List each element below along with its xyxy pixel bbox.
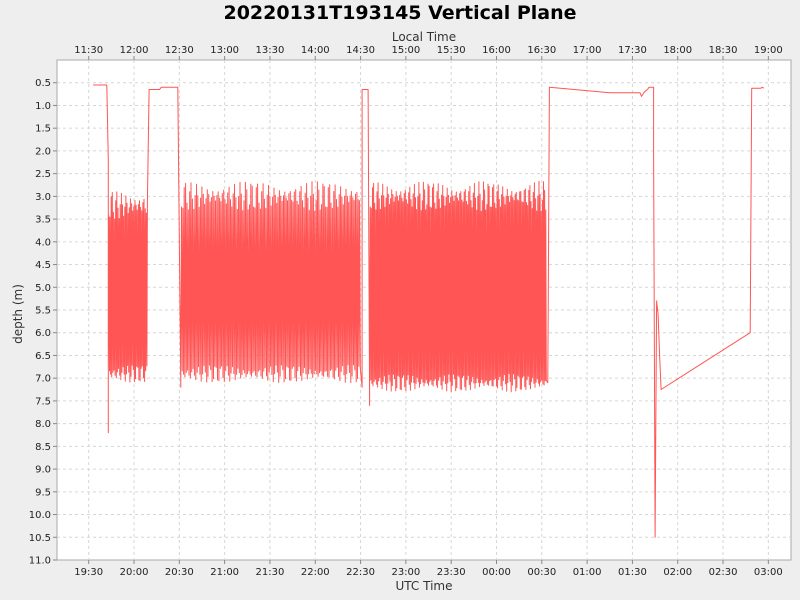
x-tick-label-utc: 22:00 (301, 567, 330, 578)
y-tick-label: 2.5 (35, 169, 51, 180)
x-tick-label-utc: 20:00 (120, 567, 149, 578)
x-tick-label-local: 16:00 (482, 45, 511, 56)
y-tick-label: 8.5 (35, 442, 51, 453)
y-tick-label: 9.0 (35, 465, 51, 476)
x-tick-label-local: 17:30 (618, 45, 647, 56)
y-tick-label: 7.0 (35, 374, 51, 385)
x-tick-label-utc: 01:30 (618, 567, 647, 578)
x-tick-label-utc: 01:00 (573, 567, 602, 578)
x-tick-label-local: 12:00 (120, 45, 149, 56)
x-tick-label-local: 14:00 (301, 45, 330, 56)
y-tick-label: 4.5 (35, 260, 51, 271)
x-tick-label-local: 14:30 (346, 45, 375, 56)
y-tick-label: 3.0 (35, 192, 51, 203)
x-tick-label-local: 18:30 (709, 45, 738, 56)
x-tick-label-utc: 22:30 (346, 567, 375, 578)
x-axis-label: UTC Time (396, 579, 453, 593)
x-tick-label-local: 13:00 (210, 45, 239, 56)
x-tick-label-local: 11:30 (74, 45, 103, 56)
y-tick-label: 5.5 (35, 306, 51, 317)
y-tick-label: 5.0 (35, 283, 51, 294)
x-tick-label-utc: 21:30 (256, 567, 285, 578)
x-tick-label-local: 13:30 (256, 45, 285, 56)
y-tick-label: 0.5 (35, 78, 51, 89)
y-tick-label: 1.5 (35, 124, 51, 135)
x-tick-label-local: 15:00 (391, 45, 420, 56)
x-tick-label-utc: 21:00 (210, 567, 239, 578)
y-tick-label: 8.0 (35, 419, 51, 430)
x-tick-label-utc: 00:30 (527, 567, 556, 578)
y-axis: 0.5 1.0 1.5 2.0 2.5 3.0 3.5 4.0 4.5 5.0 5.5 6.0 6.5 7… (29, 78, 57, 566)
x-tick-label-local: 18:00 (663, 45, 692, 56)
x-tick-label-utc: 20:30 (165, 567, 194, 578)
y-tick-label: 10.5 (29, 533, 51, 544)
y-axis-label: depth (m) (11, 284, 25, 344)
y-tick-label: 3.5 (35, 215, 51, 226)
chart-title: 20220131T193145 Vertical Plane (223, 2, 576, 24)
x-tick-label-local: 16:30 (527, 45, 556, 56)
y-tick-label: 1.0 (35, 101, 51, 112)
x-tick-label-utc: 23:00 (391, 567, 420, 578)
x-axis-utc: 19:30 20:00 20:30 21:00 21:30 22:00 22:30 23:00… (74, 560, 782, 578)
y-tick-label: 6.5 (35, 351, 51, 362)
x-tick-label-utc: 03:00 (754, 567, 783, 578)
y-tick-label: 10.0 (29, 510, 51, 521)
y-tick-label: 11.0 (29, 556, 51, 567)
x-tick-label-utc: 02:30 (709, 567, 738, 578)
y-tick-label: 6.0 (35, 328, 51, 339)
x-tick-label-utc: 23:30 (437, 567, 466, 578)
y-tick-label: 9.5 (35, 487, 51, 498)
x-axis-local: 11:30 12:00 12:30 13:00 13:30 14:00 14:30 15:00… (74, 45, 782, 60)
y-tick-label: 2.0 (35, 146, 51, 157)
y-tick-label: 7.5 (35, 396, 51, 407)
x-tick-label-utc: 00:00 (482, 567, 511, 578)
x-tick-label-local: 15:30 (437, 45, 466, 56)
x-tick-label-utc: 19:30 (74, 567, 103, 578)
x-tick-label-utc: 02:00 (663, 567, 692, 578)
top-axis-label: Local Time (392, 30, 456, 44)
y-tick-label: 4.0 (35, 237, 51, 248)
x-tick-label-local: 19:00 (754, 45, 783, 56)
x-tick-label-local: 17:00 (573, 45, 602, 56)
x-tick-label-local: 12:30 (165, 45, 194, 56)
